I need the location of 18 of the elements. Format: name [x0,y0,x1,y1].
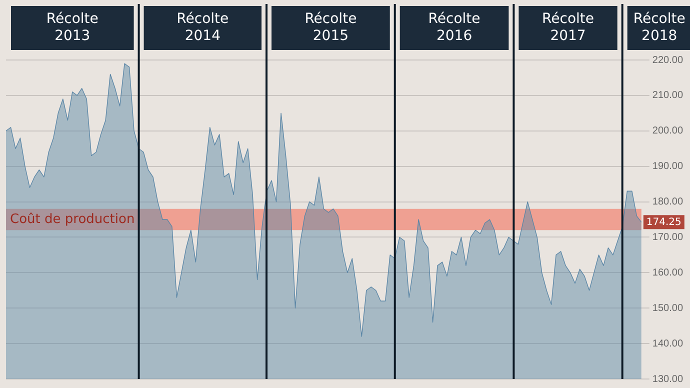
y-tick-label: 220.00 [652,54,684,66]
y-tick-label: 130.00 [652,374,684,385]
band-label: Coût de production [10,212,135,227]
annotation: 174.25 [646,216,682,228]
y-tick-label: 150.00 [652,302,684,314]
text: Récolte 2013 [46,11,98,44]
text: Récolte 2015 [304,11,357,44]
y-tick-label: 190.00 [652,161,684,172]
text: Récolte 2016 [428,11,480,44]
text: Récolte 2017 [542,11,594,44]
text: Récolte 2014 [176,11,229,44]
y-tick-label: 200.00 [652,126,684,137]
y-tick-label: 210.00 [652,90,684,102]
y-tick-label: 160.00 [652,267,684,278]
y-tick-label: 180.00 [652,196,684,208]
y-tick-label: 140.00 [652,338,684,350]
y-tick-label: 170.00 [652,232,684,243]
text: Récolte 2018 [633,11,686,44]
